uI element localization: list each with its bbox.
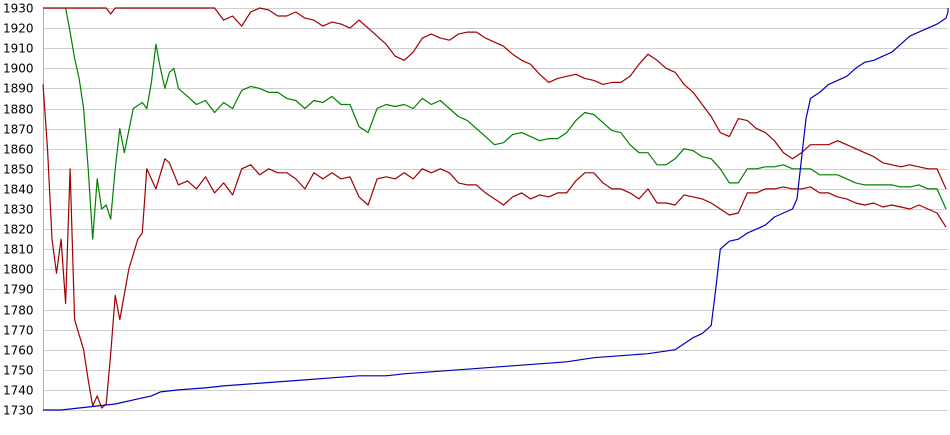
y-tick-label: 1850 (3, 163, 34, 177)
y-tick-label: 1780 (3, 304, 34, 318)
y-tick-label: 1740 (3, 384, 34, 398)
y-tick-label: 1790 (3, 283, 34, 297)
grid-lines (43, 8, 948, 411)
series-line-4 (43, 8, 949, 411)
y-tick-label: 1760 (3, 344, 34, 358)
y-tick-label: 1910 (3, 42, 34, 56)
y-tick-label: 1900 (3, 62, 34, 76)
y-tick-label: 1770 (3, 324, 34, 338)
y-tick-label: 1880 (3, 103, 34, 117)
series-line-3 (43, 7, 947, 190)
series-line-1 (42, 84, 947, 409)
y-tick-labels: 1730 1740 1750 1760 1770 1780 1790 1800 1810 1820… (3, 2, 34, 418)
y-tick-label: 1930 (3, 2, 34, 16)
y-tick-label: 1830 (3, 203, 34, 217)
y-tick-label: 1870 (3, 123, 34, 137)
y-tick-label: 1890 (3, 82, 34, 96)
y-tick-label: 1800 (3, 263, 34, 277)
y-tick-label: 1750 (3, 364, 34, 378)
y-tick-label: 1860 (3, 143, 34, 157)
y-tick-label: 1810 (3, 243, 34, 257)
y-tick-label: 1840 (3, 183, 34, 197)
y-tick-label: 1820 (3, 223, 34, 237)
y-tick-label: 1730 (3, 404, 34, 418)
y-tick-label: 1920 (3, 22, 34, 36)
series-lines (42, 7, 949, 411)
series-line-2 (65, 7, 947, 240)
